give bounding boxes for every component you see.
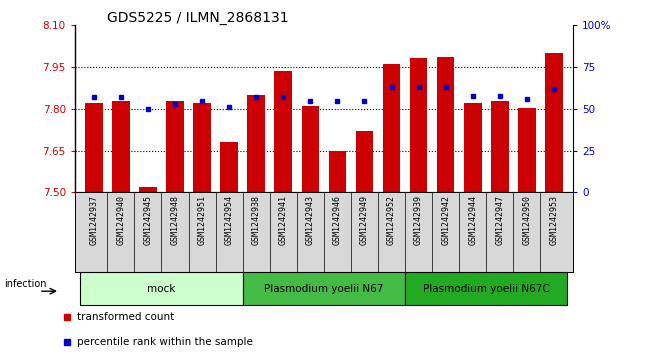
Text: GSM1242947: GSM1242947 [495,195,505,245]
Text: GSM1242951: GSM1242951 [197,195,206,245]
Text: GDS5225 / ILMN_2868131: GDS5225 / ILMN_2868131 [107,11,289,25]
Bar [464,103,482,192]
Text: GSM1242948: GSM1242948 [171,195,180,245]
Bar [220,142,238,192]
Text: GSM1242942: GSM1242942 [441,195,450,245]
Text: GSM1242938: GSM1242938 [252,195,260,245]
Bar [275,72,292,192]
Text: Plasmodium yoelii N67C: Plasmodium yoelii N67C [423,284,549,294]
Bar [545,53,562,192]
Text: GSM1242946: GSM1242946 [333,195,342,245]
Bar [301,106,319,192]
Bar [437,57,454,192]
Text: mock: mock [147,284,176,294]
Text: GSM1242952: GSM1242952 [387,195,396,245]
Text: GSM1242941: GSM1242941 [279,195,288,245]
Text: GSM1242939: GSM1242939 [414,195,423,245]
Text: GSM1242954: GSM1242954 [225,195,234,245]
Text: transformed count: transformed count [77,312,174,322]
Bar [85,103,103,192]
Bar [405,272,568,305]
Bar [139,187,157,192]
Bar [518,107,536,192]
Text: GSM1242937: GSM1242937 [89,195,98,245]
Text: infection: infection [4,279,46,289]
Bar [112,101,130,192]
Text: GSM1242949: GSM1242949 [360,195,369,245]
Bar [329,151,346,192]
Text: GSM1242944: GSM1242944 [468,195,477,245]
Text: percentile rank within the sample: percentile rank within the sample [77,337,253,347]
Bar [247,95,265,192]
Bar [410,58,428,192]
Bar [243,272,405,305]
Bar [166,101,184,192]
Text: GSM1242953: GSM1242953 [549,195,559,245]
Text: Plasmodium yoelii N67: Plasmodium yoelii N67 [264,284,383,294]
Text: GSM1242940: GSM1242940 [117,195,126,245]
Text: GSM1242950: GSM1242950 [522,195,531,245]
Text: GSM1242943: GSM1242943 [306,195,315,245]
Bar [80,272,243,305]
Bar [193,103,211,192]
Bar [383,64,400,192]
Bar [355,131,373,192]
Text: GSM1242945: GSM1242945 [143,195,152,245]
Bar [491,101,508,192]
